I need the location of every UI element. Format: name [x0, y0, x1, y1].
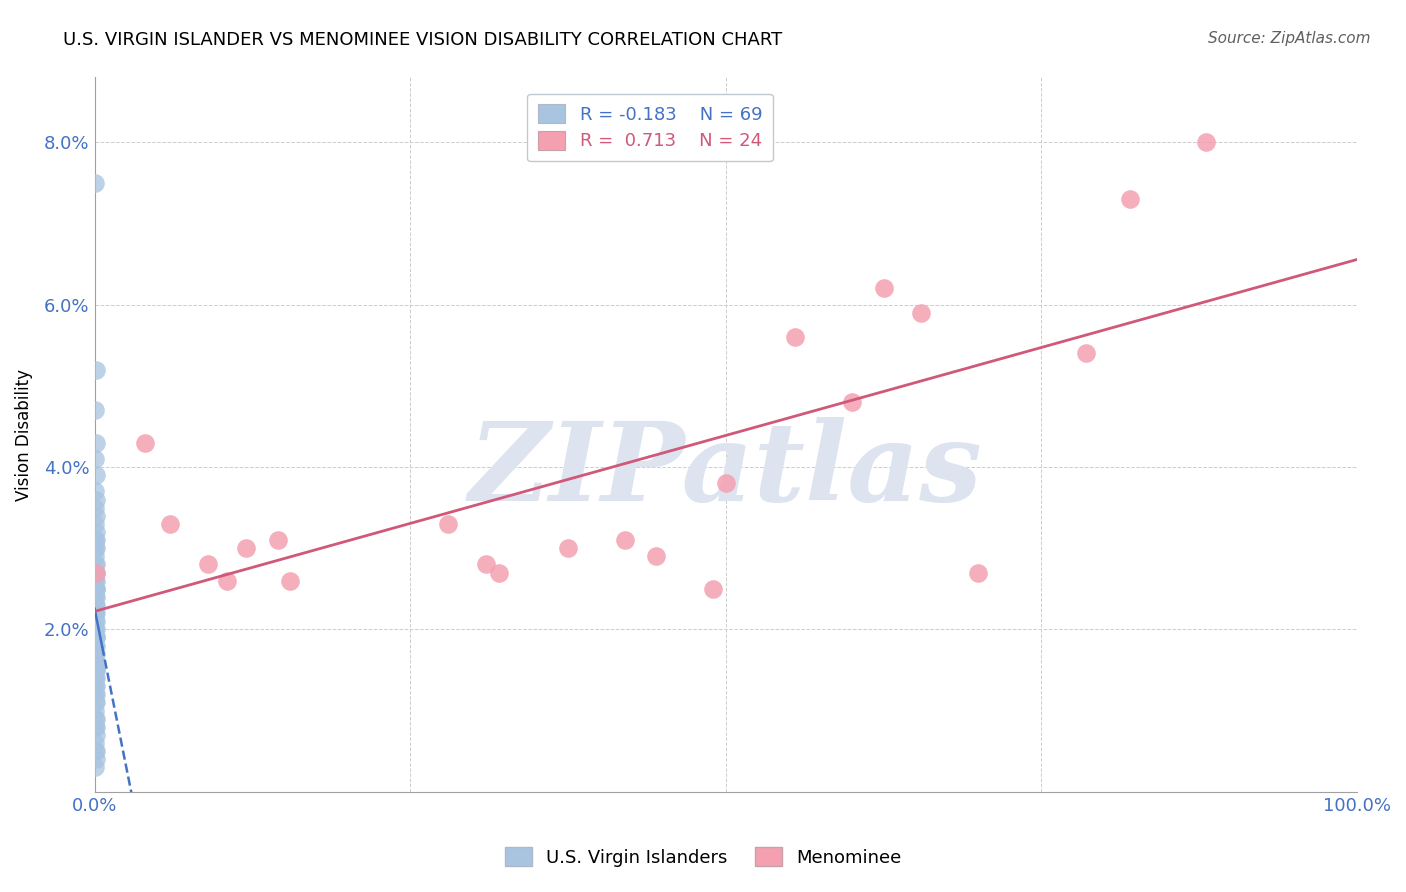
Point: [84, 590, 107, 604]
Point: [557, 541, 579, 556]
Point: [83, 663, 105, 677]
Point: [910, 306, 932, 320]
Point: [437, 516, 460, 531]
Y-axis label: Vision Disability: Vision Disability: [15, 368, 32, 500]
Point: [278, 574, 301, 588]
Point: [84, 582, 107, 596]
Point: [83, 631, 105, 645]
Point: [84, 695, 107, 709]
Point: [266, 533, 288, 547]
Point: [83, 566, 105, 580]
Point: [83, 679, 105, 693]
Point: [83, 582, 105, 596]
Point: [84, 671, 107, 685]
Text: Source: ZipAtlas.com: Source: ZipAtlas.com: [1208, 31, 1371, 46]
Point: [83, 451, 105, 466]
Point: [83, 760, 105, 774]
Point: [84, 598, 107, 612]
Point: [84, 744, 107, 758]
Point: [84, 362, 107, 376]
Point: [83, 671, 105, 685]
Point: [84, 728, 107, 742]
Point: [1119, 192, 1142, 206]
Point: [83, 606, 105, 620]
Point: [83, 549, 105, 564]
Point: [83, 606, 105, 620]
Point: [967, 566, 990, 580]
Point: [83, 704, 105, 718]
Point: [714, 476, 737, 491]
Point: [83, 647, 105, 661]
Point: [83, 533, 105, 547]
Point: [84, 541, 107, 556]
Point: [84, 647, 107, 661]
Point: [83, 403, 105, 417]
Point: [84, 679, 107, 693]
Point: [83, 712, 105, 726]
Point: [134, 435, 156, 450]
Point: [83, 655, 105, 669]
Point: [83, 598, 105, 612]
Point: [645, 549, 668, 564]
Point: [83, 541, 105, 556]
Point: [197, 558, 219, 572]
Point: [475, 558, 498, 572]
Point: [702, 582, 724, 596]
Text: ZIPatlas: ZIPatlas: [468, 417, 983, 524]
Point: [83, 720, 105, 734]
Point: [872, 281, 894, 295]
Point: [84, 614, 107, 628]
Point: [84, 631, 107, 645]
Point: [84, 574, 107, 588]
Point: [84, 468, 107, 483]
Point: [83, 574, 105, 588]
Point: [84, 639, 107, 653]
Point: [84, 566, 107, 580]
Point: [84, 524, 107, 539]
Point: [84, 712, 107, 726]
Legend: R = -0.183    N = 69, R =  0.713    N = 24: R = -0.183 N = 69, R = 0.713 N = 24: [527, 94, 773, 161]
Point: [84, 558, 107, 572]
Point: [84, 687, 107, 701]
Point: [83, 176, 105, 190]
Point: [83, 484, 105, 499]
Point: [83, 647, 105, 661]
Point: [83, 614, 105, 628]
Point: [84, 533, 107, 547]
Point: [84, 623, 107, 637]
Point: [84, 508, 107, 523]
Point: [83, 516, 105, 531]
Legend: U.S. Virgin Islanders, Menominee: U.S. Virgin Islanders, Menominee: [498, 840, 908, 874]
Point: [83, 639, 105, 653]
Point: [83, 736, 105, 750]
Text: U.S. VIRGIN ISLANDER VS MENOMINEE VISION DISABILITY CORRELATION CHART: U.S. VIRGIN ISLANDER VS MENOMINEE VISION…: [63, 31, 783, 49]
Point: [83, 687, 105, 701]
Point: [841, 395, 863, 409]
Point: [785, 330, 807, 344]
Point: [83, 558, 105, 572]
Point: [83, 623, 105, 637]
Point: [84, 663, 107, 677]
Point: [159, 516, 181, 531]
Point: [1074, 346, 1097, 360]
Point: [84, 655, 107, 669]
Point: [84, 663, 107, 677]
Point: [83, 500, 105, 515]
Point: [84, 492, 107, 507]
Point: [84, 435, 107, 450]
Point: [235, 541, 257, 556]
Point: [217, 574, 239, 588]
Point: [613, 533, 636, 547]
Point: [84, 752, 107, 766]
Point: [84, 582, 107, 596]
Point: [488, 566, 510, 580]
Point: [1194, 136, 1216, 150]
Point: [84, 720, 107, 734]
Point: [84, 566, 107, 580]
Point: [83, 744, 105, 758]
Point: [83, 590, 105, 604]
Point: [84, 631, 107, 645]
Point: [84, 606, 107, 620]
Point: [83, 695, 105, 709]
